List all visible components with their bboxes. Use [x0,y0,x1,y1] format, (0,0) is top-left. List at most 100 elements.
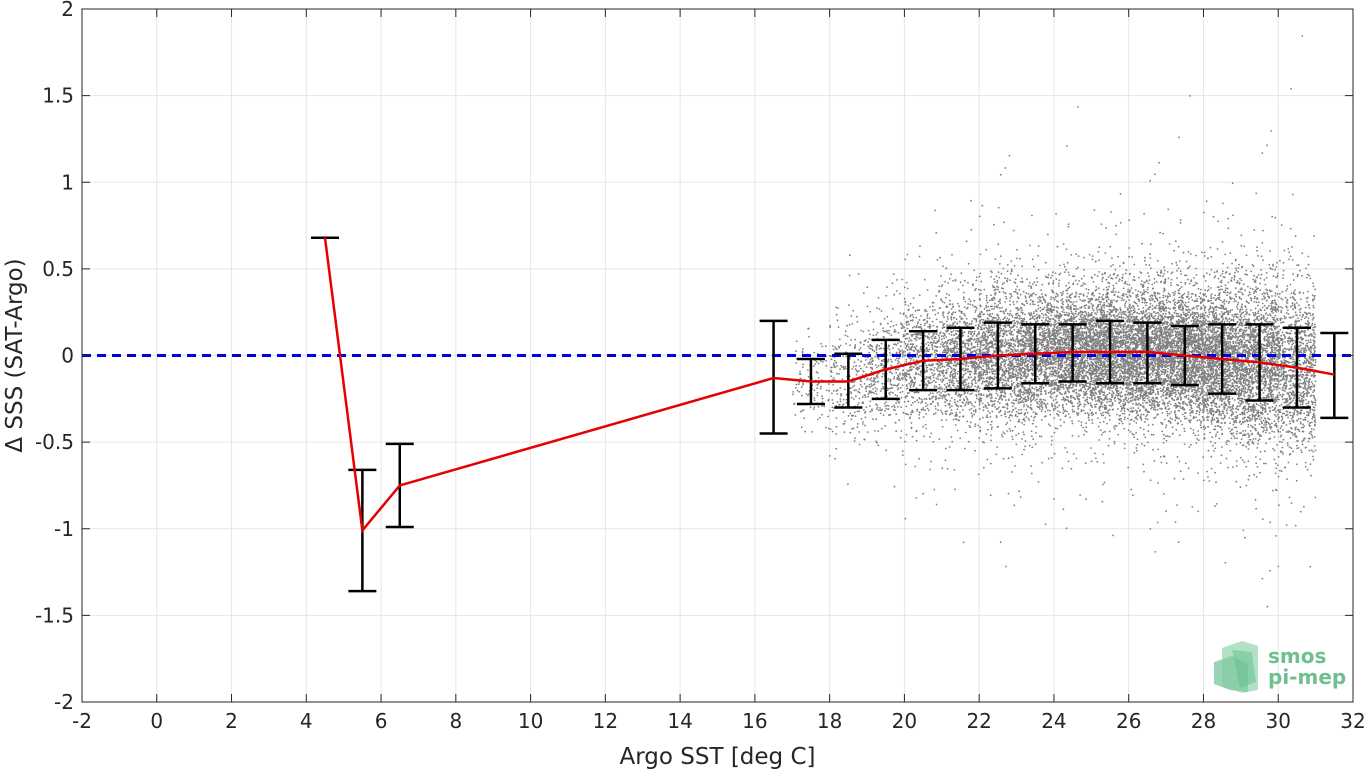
scatter-point [1023,431,1025,433]
scatter-point [1004,390,1006,392]
scatter-point [971,412,973,414]
scatter-point [1041,302,1043,304]
scatter-point [1004,361,1006,363]
scatter-point [1041,293,1043,295]
scatter-point [910,411,912,413]
scatter-point [1006,385,1008,387]
scatter-point [968,345,970,347]
scatter-point [1030,465,1032,467]
scatter-point [915,497,917,499]
scatter-point [865,390,867,392]
scatter-point [1057,406,1059,408]
scatter-point [918,402,920,404]
scatter-point [913,359,915,361]
scatter-point [888,405,890,407]
scatter-point [1000,391,1002,393]
scatter-point [1052,283,1054,285]
scatter-point [920,402,922,404]
scatter-point [817,419,819,421]
scatter-point [920,315,922,317]
scatter-point [901,341,903,343]
scatter-point [1013,358,1015,360]
scatter-point [962,384,964,386]
scatter-point [970,386,972,388]
scatter-point [993,224,995,226]
scatter-point [1021,278,1023,280]
scatter-point [837,401,839,403]
scatter-point [971,416,973,418]
scatter-point [1000,541,1002,543]
scatter-point [973,379,975,381]
scatter-point [887,347,889,349]
scatter-point [971,382,973,384]
scatter-point [860,384,862,386]
scatter-point [954,399,956,401]
scatter-point [982,351,984,353]
scatter-point [1008,367,1010,369]
scatter-point [963,400,965,402]
scatter-point [908,401,910,403]
scatter-point [938,365,940,367]
scatter-point [878,345,880,347]
scatter-point [972,405,974,407]
scatter-point [1007,278,1009,280]
scatter-point [1027,375,1029,377]
scatter-point [940,395,942,397]
scatter-point [884,425,886,427]
scatter-point [1020,496,1022,498]
scatter-point [830,367,832,369]
scatter-point [989,334,991,336]
scatter-point [881,310,883,312]
scatter-point [1022,372,1024,374]
scatter-point [971,344,973,346]
scatter-point [1010,310,1012,312]
scatter-point [875,418,877,420]
scatter-point [1074,346,1076,348]
scatter-point [986,407,988,409]
scatter-point [794,403,796,405]
scatter-point [905,395,907,397]
scatter-point [1044,307,1046,309]
scatter-point [930,378,932,380]
scatter-point [1005,416,1007,418]
scatter-point [1008,378,1010,380]
scatter-point [930,461,932,463]
scatter-point [901,397,903,399]
scatter-point [820,386,822,388]
scatter-point [878,410,880,412]
scatter-point [952,373,954,375]
scatter-point [894,329,896,331]
scatter-point [1031,295,1033,297]
scatter-point [968,263,970,265]
scatter-point [1039,299,1041,301]
scatter-point [943,346,945,348]
scatter-point [872,350,874,352]
scatter-point [983,289,985,291]
scatter-point [958,331,960,333]
scatter-point [859,444,861,446]
scatter-point [1032,293,1034,295]
scatter-point [1043,328,1045,330]
scatter-point [994,298,996,300]
scatter-point [1001,287,1003,289]
scatter-point [910,377,912,379]
scatter-point [1006,334,1008,336]
scatter-point [869,384,871,386]
scatter-point [860,347,862,349]
scatter-point [1043,330,1045,332]
scatter-point [1049,318,1051,320]
scatter-point [1047,316,1049,318]
scatter-point [1015,400,1017,402]
scatter-point [1020,368,1022,370]
scatter-point [858,402,860,404]
scatter-point [891,372,893,374]
scatter-point [1042,387,1044,389]
scatter-point [944,401,946,403]
scatter-point [1027,364,1029,366]
scatter-point [1007,370,1009,372]
scatter-point [975,382,977,384]
scatter-point [1050,392,1052,394]
scatter-point [954,489,956,491]
scatter-point [876,367,878,369]
scatter-point [1038,305,1040,307]
